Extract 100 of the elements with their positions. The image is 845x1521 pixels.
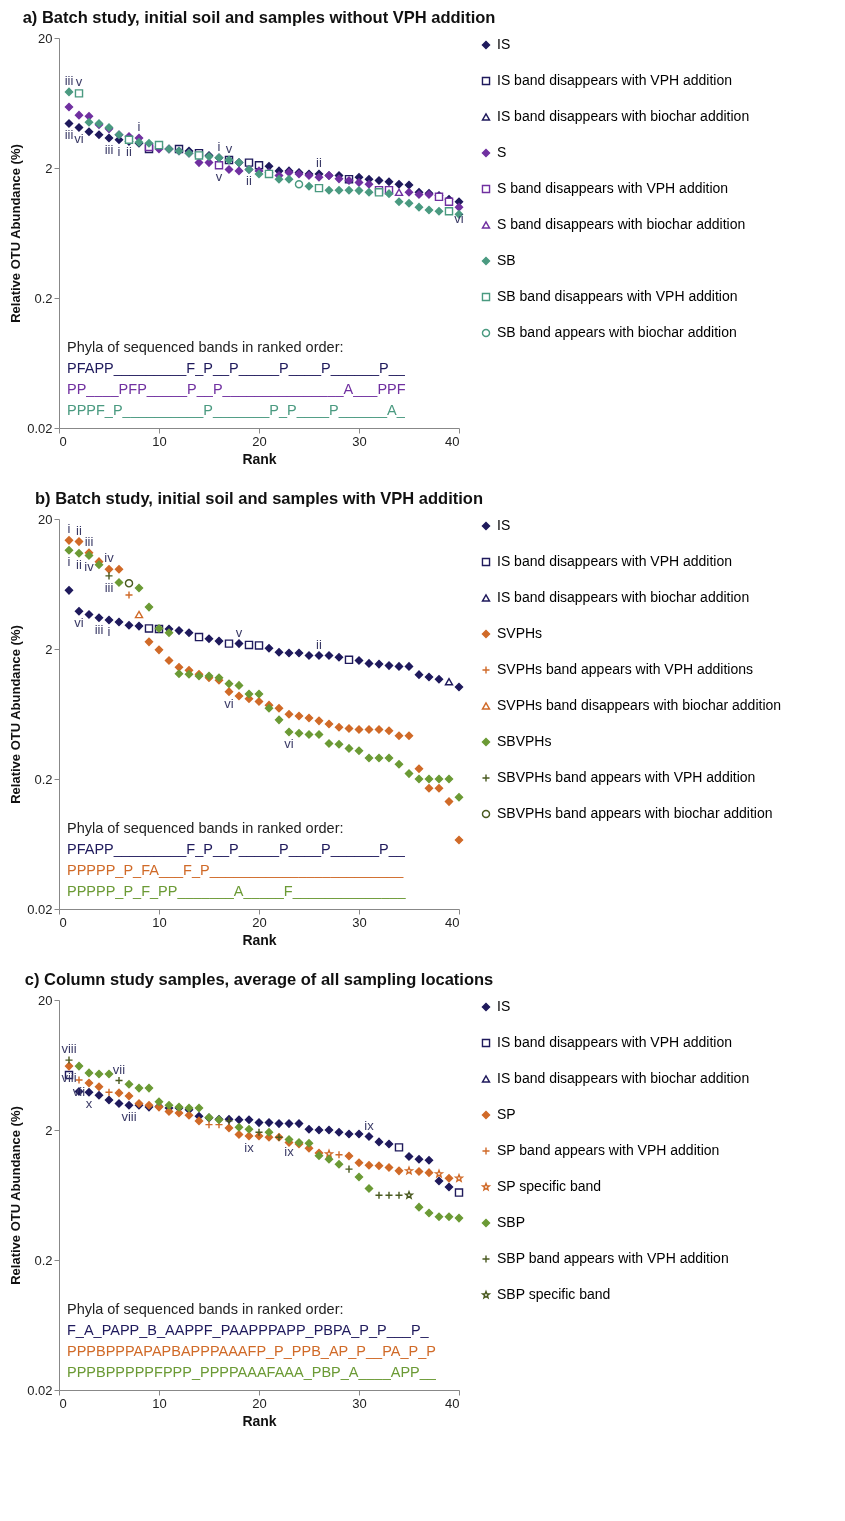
legend-label: SBP specific band [497,1286,611,1302]
annotation: x [85,1096,93,1112]
annotation: F_A_PAPP_B_AAPPF_PAAPPPAPP_PBPA_P_P___P_ [67,1322,430,1338]
y-tick-label: 0.02 [27,1382,53,1398]
y-tick-label: 0.02 [27,901,53,917]
legend-label: IS band disappears with VPH addition [497,72,733,88]
legend-label: IS [497,36,511,52]
annotation: PFAPP_________F_P__P_____P____P______P__ [67,360,406,376]
annotation: i [117,143,121,159]
y-tick-label: 0.02 [27,420,53,436]
annotation: v [215,169,223,185]
annotation: PPPPP_P_F_PP_______A_____F______________ [67,883,407,899]
y-axis-title: Relative OTU Abundance (%) [8,625,24,804]
x-tick-label: 30 [352,433,367,449]
annotation: i [137,119,141,135]
annotation: vi [74,131,84,147]
annotation: iii [64,127,74,143]
annotation: ii [316,636,322,652]
legend-label: SBVPHs band appears with biochar addition [497,805,773,821]
annotation: vi [454,211,464,227]
annotation: ii [126,143,132,159]
annotation: iii [104,579,114,595]
chart-title: a) Batch study, initial soil and samples without VPH addition [22,7,496,26]
legend-label: SP [497,1106,516,1122]
x-tick-label: 30 [352,914,367,930]
legend-label: SBP [497,1214,526,1230]
y-axis-title: Relative OTU Abundance (%) [8,1106,24,1285]
annotation: PPPPP_P_FA___F_P________________________ [67,862,405,878]
y-tick-label: 0.2 [34,1252,53,1268]
chart-title: c) Column study samples, average of all sampling locations [24,969,494,988]
legend-label: SB [497,252,516,268]
annotation: PPPBPPPAPAPBAPPPAAAFP_P_PPB_AP_P__PA_P_P [67,1343,436,1359]
x-tick-label: 0 [59,433,67,449]
annotation: viii [121,1109,137,1125]
x-tick-label: 10 [152,914,167,930]
y-tick-label: 0.2 [34,290,53,306]
annotation: ii [76,557,82,573]
legend-label: IS band disappears with VPH addition [497,1034,733,1050]
legend-label: SB band disappears with VPH addition [497,288,738,304]
y-tick-label: 20 [38,30,53,46]
annotation: v [225,141,233,157]
x-tick-label: 20 [252,914,267,930]
annotation: ii [246,173,252,189]
x-tick-label: 10 [152,433,167,449]
annotation: v [75,74,83,90]
annotation: iii [94,621,104,637]
annotation: i [67,521,71,537]
x-tick-label: 30 [352,1395,367,1411]
annotation: vii [112,1061,126,1077]
x-tick-label: 20 [252,1395,267,1411]
annotation: iv [104,550,115,566]
x-tick-label: 20 [252,433,267,449]
annotation: viii [61,1070,77,1086]
legend-label: IS [497,517,511,533]
x-tick-label: 40 [445,914,460,930]
legend-label: SBVPHs band appears with VPH addition [497,769,756,785]
legend-label: SBP band appears with VPH addition [497,1250,729,1266]
y-tick-label: 2 [45,641,53,657]
annotation: ix [284,1143,295,1159]
legend-label: SP specific band [497,1178,602,1194]
x-tick-label: 0 [59,1395,67,1411]
annotation: vii [72,1083,86,1099]
annotation: Phyla of sequenced bands in ranked order: [67,339,344,355]
x-tick-label: 10 [152,1395,167,1411]
x-axis-title: Rank [242,450,277,467]
legend-label: SVPHs band appears with VPH additions [497,661,754,677]
annotation: vi [224,695,234,711]
legend-label: S band disappears with biochar addition [497,216,746,232]
annotation: PPPF_P__________P_______P_P____P______A_ [67,402,406,418]
y-tick-label: 2 [45,1122,53,1138]
x-tick-label: 0 [59,914,67,930]
annotation: i [67,554,71,570]
annotation: ii [316,154,322,170]
x-tick-label: 40 [445,433,460,449]
x-axis-title: Rank [242,931,277,948]
annotation: PFAPP_________F_P__P_____P____P______P__ [67,841,406,857]
x-tick-label: 40 [445,1395,460,1411]
chart-title: b) Batch study, initial soil and samples with VPH addition [35,488,483,507]
legend-label: SVPHs [497,625,543,641]
annotation: ix [364,1117,375,1133]
legend-label: IS band disappears with biochar addition [497,108,750,124]
annotation: vi [284,735,294,751]
legend-label: IS band disappears with biochar addition [497,1070,750,1086]
annotation: vi [74,615,84,631]
annotation: Phyla of sequenced bands in ranked order: [67,1301,344,1317]
annotation: ix [244,1139,255,1155]
annotation: i [107,624,111,640]
annotation: PP____PFP_____P__P_______________A___PPF [67,381,406,397]
y-axis-title: Relative OTU Abundance (%) [8,144,24,323]
legend-label: SBVPHs [497,733,552,749]
legend-label: SB band appears with biochar addition [497,324,737,340]
annotation: v [235,624,243,640]
annotation: PPPBPPPPPFPPP_PPPPAAAFAAA_PBP_A____APP__ [67,1364,437,1380]
legend-label: S [497,144,507,160]
legend-label: SP band appears with VPH addition [497,1142,720,1158]
annotation: iii [104,142,114,158]
annotation: ii [76,522,82,538]
y-tick-label: 0.2 [34,771,53,787]
legend-label: IS [497,998,511,1014]
annotation: i [217,138,221,154]
